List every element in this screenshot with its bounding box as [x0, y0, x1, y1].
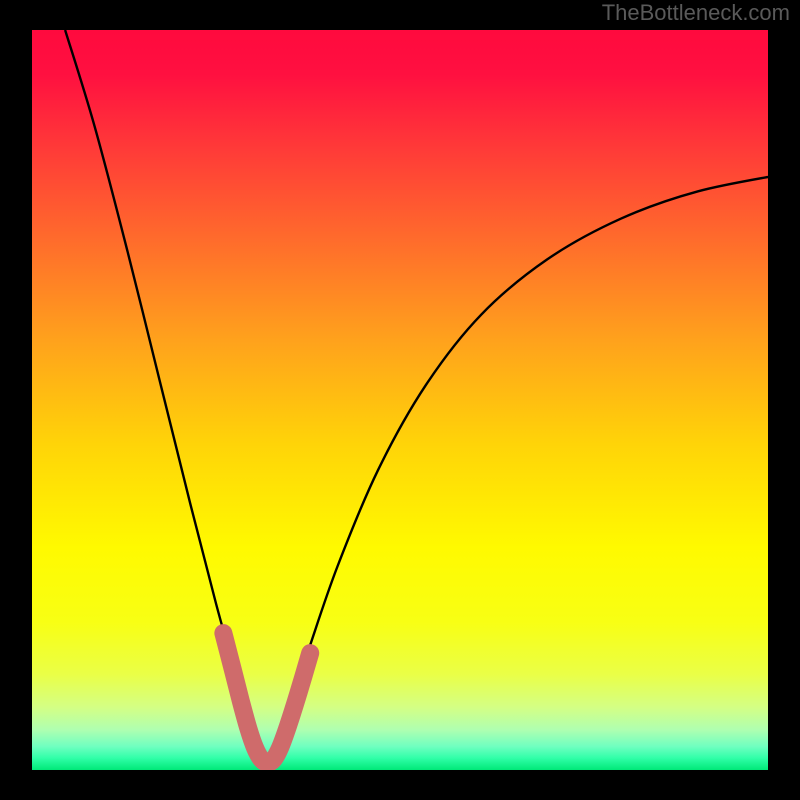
marker-band	[223, 633, 310, 763]
chart-frame	[32, 30, 768, 770]
chart-svg	[32, 30, 768, 770]
watermark-text: TheBottleneck.com	[602, 0, 790, 26]
bottleneck-curve	[65, 30, 768, 766]
